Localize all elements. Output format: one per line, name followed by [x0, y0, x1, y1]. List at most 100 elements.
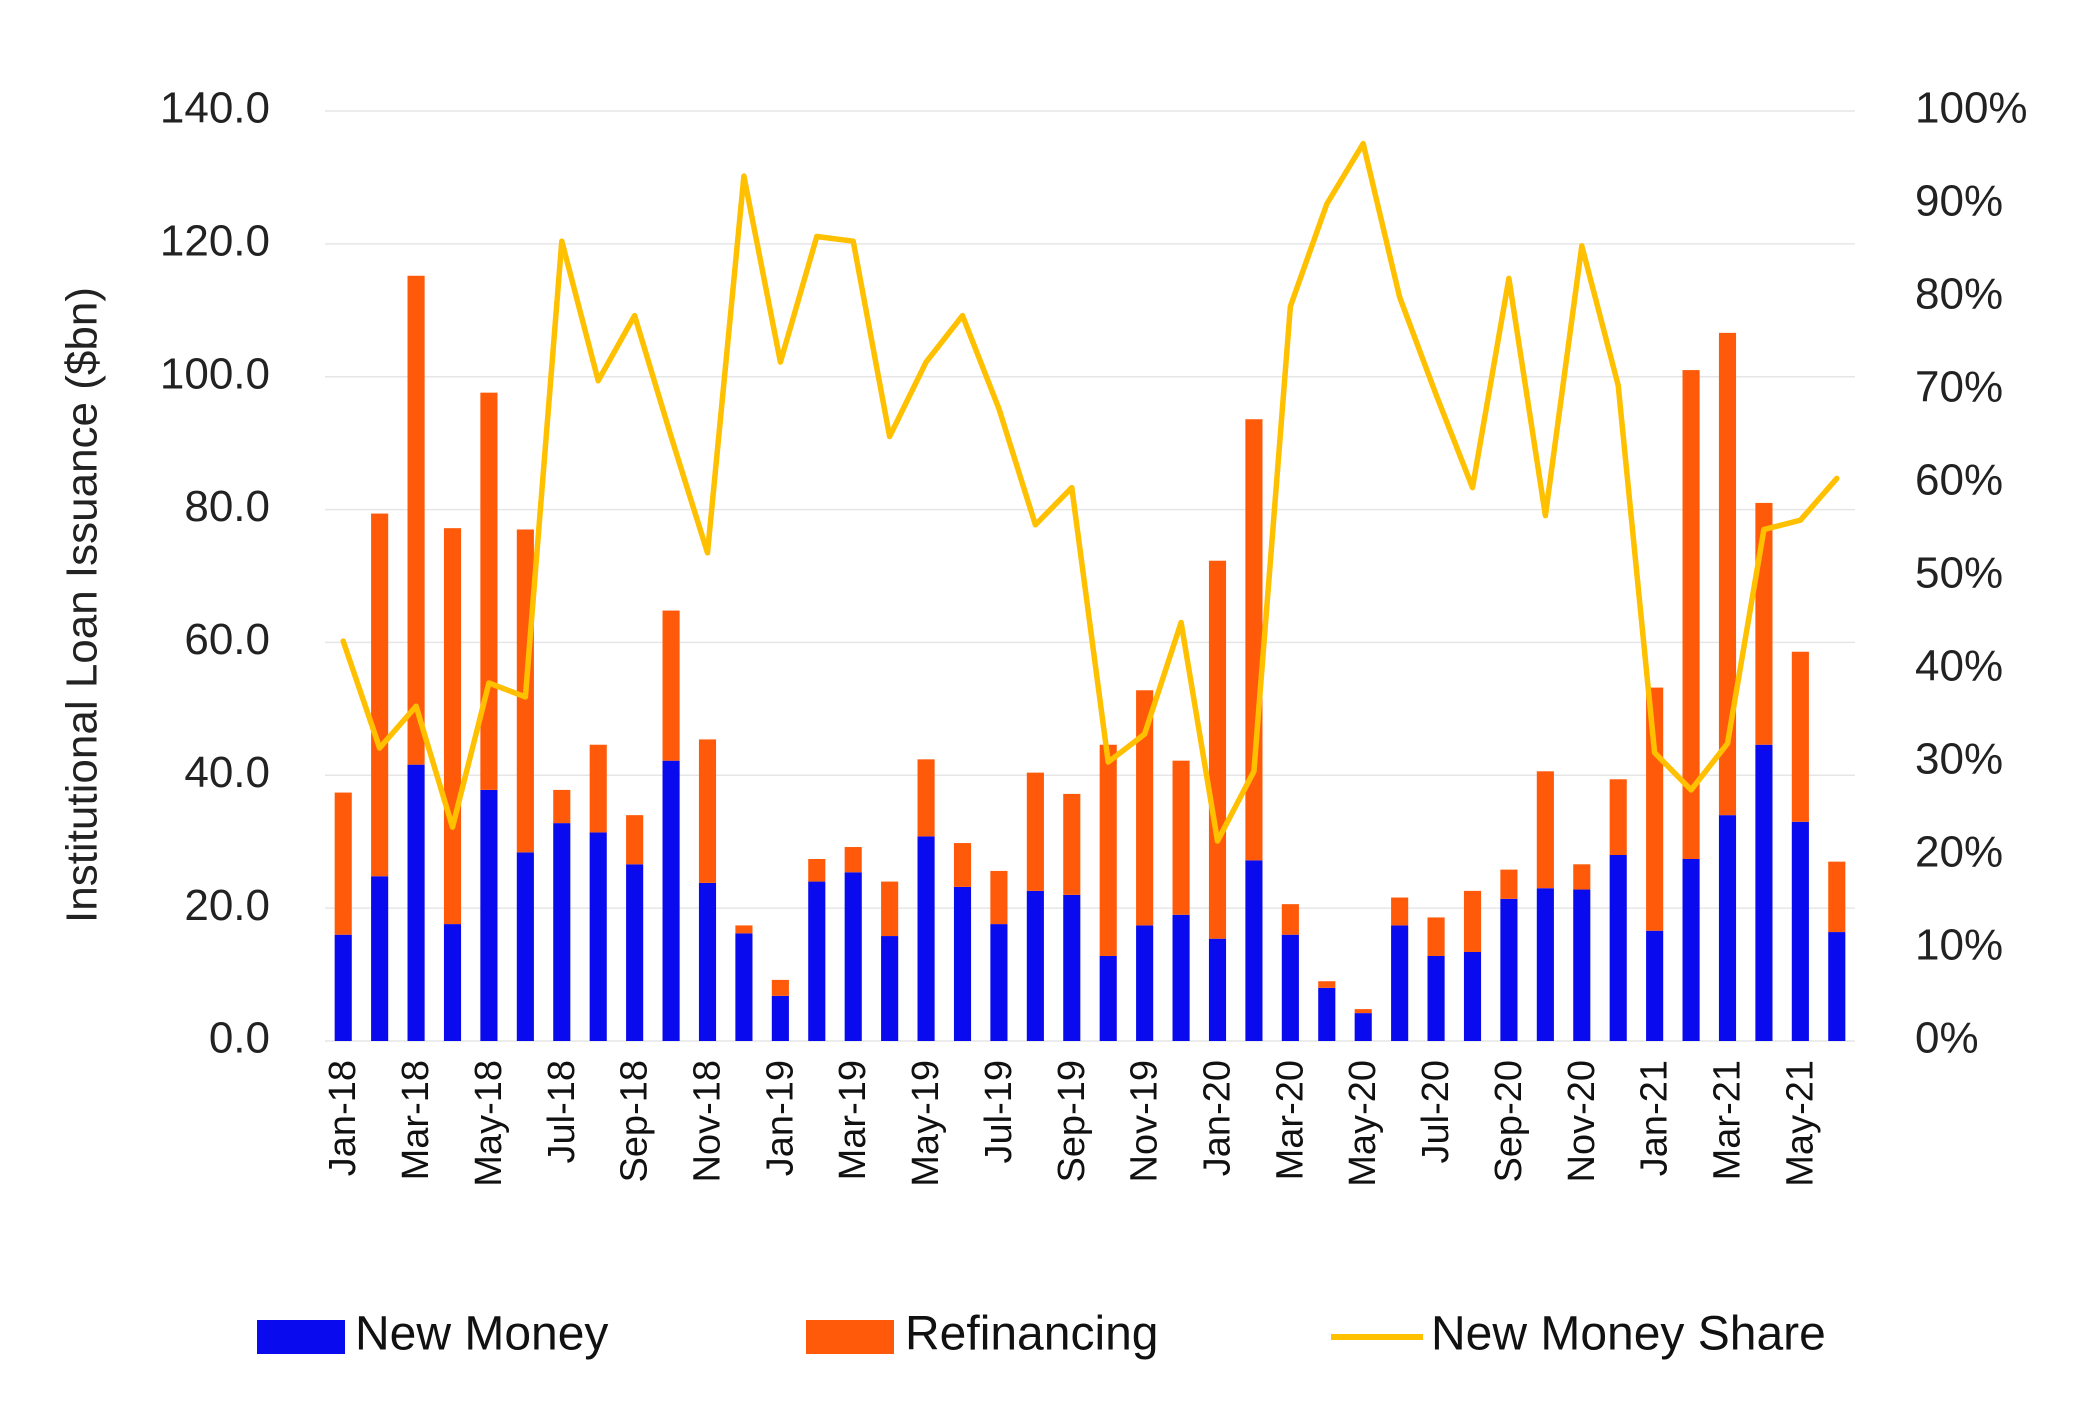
right-y-tick-label: 0% — [1915, 1014, 1979, 1063]
bar-refinancing — [334, 792, 352, 935]
x-axis: Jan-18 Mar-18 May-18 Jul-18 Sep-18 Nov-18 Jan-… — [322, 1060, 1821, 1187]
bar-refinancing — [443, 528, 462, 925]
right-y-tick-label: 70% — [1915, 363, 2003, 412]
bar-new-money — [1463, 951, 1482, 1041]
left-y-tick-label: 20.0 — [184, 881, 270, 930]
new-money-share-line — [340, 140, 1840, 844]
bar-new-money — [1682, 858, 1700, 1041]
left-y-tick-label: 100.0 — [160, 349, 270, 398]
right-y-tick-label: 20% — [1915, 828, 2003, 877]
bar-new-money — [516, 852, 534, 1041]
x-tick-label: Jul-20 — [1415, 1060, 1457, 1164]
left-y-tick-label: 0.0 — [209, 1014, 270, 1063]
x-tick-label: Nov-20 — [1561, 1060, 1603, 1183]
legend-label: New Money Share — [1431, 1308, 1826, 1361]
bar-new-money — [443, 924, 462, 1041]
bar-new-money — [1427, 955, 1445, 1041]
right-y-tick-label: 50% — [1915, 549, 2003, 598]
right-y-tick-label: 60% — [1915, 456, 2003, 505]
bar-new-money — [480, 789, 498, 1041]
right-y-tick-label: 10% — [1915, 921, 2003, 970]
legend-swatch — [806, 1320, 894, 1354]
bar-new-money — [1281, 934, 1299, 1041]
bar-refinancing — [1828, 861, 1846, 933]
legend-label: Refinancing — [905, 1308, 1159, 1361]
right-y-tick-label: 40% — [1915, 642, 2003, 691]
legend: New Money Refinancing New Money Share — [257, 1308, 1826, 1361]
bar-new-money — [1500, 898, 1518, 1041]
bar-new-money — [1646, 930, 1664, 1041]
bar-refinancing — [1245, 419, 1263, 861]
bar-new-money — [1136, 925, 1154, 1041]
bar-refinancing — [990, 870, 1008, 925]
bar-new-money — [917, 836, 935, 1041]
bar-new-money — [334, 934, 352, 1041]
bar-refinancing — [553, 789, 571, 824]
right-y-axis: 0% 10% 20% 30% 40% 50% 60% 70% 80% 90% 100% — [1915, 84, 2028, 1063]
bar-refinancing — [917, 759, 935, 837]
left-y-tick-label: 40.0 — [184, 748, 270, 797]
bar-new-money — [990, 924, 1008, 1041]
bars — [334, 275, 1846, 1041]
right-y-tick-label: 100% — [1915, 84, 2028, 133]
bar-new-money — [662, 760, 680, 1041]
x-tick-label: Jan-21 — [1634, 1060, 1676, 1176]
left-y-tick-label: 140.0 — [160, 84, 270, 133]
bar-new-money — [1354, 1013, 1372, 1041]
x-tick-label: Sep-19 — [1051, 1060, 1093, 1183]
bar-refinancing — [1500, 869, 1518, 899]
bar-refinancing — [1354, 1009, 1372, 1014]
bar-new-money — [771, 995, 789, 1041]
x-tick-label: Jan-20 — [1197, 1060, 1239, 1176]
x-tick-label: Nov-18 — [687, 1060, 729, 1183]
bar-refinancing — [1427, 917, 1445, 956]
bar-refinancing — [480, 392, 498, 790]
right-y-tick-label: 30% — [1915, 735, 2003, 784]
legend-swatch — [257, 1320, 345, 1354]
left-y-tick-label: 60.0 — [184, 615, 270, 664]
bar-new-money — [1063, 894, 1081, 1041]
bar-new-money — [407, 764, 425, 1041]
bar-new-money — [1828, 932, 1846, 1041]
x-tick-label: May-21 — [1779, 1060, 1821, 1187]
bar-new-money — [1755, 744, 1773, 1041]
y-axis-title: Institutional Loan Issuance ($bn) — [58, 287, 107, 923]
bar-refinancing — [1172, 760, 1190, 915]
left-y-axis: 0.0 20.0 40.0 60.0 80.0 100.0 120.0 140.0 — [160, 84, 270, 1063]
x-tick-label: Mar-21 — [1707, 1060, 1749, 1180]
left-y-tick-label: 80.0 — [184, 482, 270, 531]
x-tick-label: May-19 — [905, 1060, 947, 1187]
legend-label: New Money — [355, 1308, 608, 1361]
bar-new-money — [1099, 955, 1117, 1041]
bar-new-money — [953, 886, 972, 1041]
x-tick-label: Jan-19 — [759, 1060, 801, 1176]
x-tick-label: Mar-19 — [832, 1060, 874, 1180]
bar-refinancing — [808, 858, 826, 882]
bar-new-money — [1026, 890, 1044, 1041]
x-tick-label: Mar-18 — [395, 1060, 437, 1180]
bar-refinancing — [1463, 890, 1482, 952]
bar-new-money — [881, 936, 899, 1041]
x-tick-label: Jul-19 — [978, 1060, 1020, 1164]
bar-new-money — [1208, 938, 1227, 1041]
bar-refinancing — [1136, 690, 1154, 926]
bar-new-money — [844, 872, 862, 1041]
x-tick-label: Sep-18 — [614, 1060, 656, 1183]
bar-refinancing — [1718, 332, 1737, 816]
x-tick-label: Sep-20 — [1488, 1060, 1530, 1183]
bar-refinancing — [371, 513, 389, 877]
bar-refinancing — [735, 925, 753, 934]
bar-new-money — [1791, 821, 1809, 1041]
bar-refinancing — [1281, 904, 1299, 935]
x-tick-label: Jan-18 — [322, 1060, 364, 1176]
bar-refinancing — [662, 610, 680, 761]
bar-refinancing — [1391, 897, 1409, 926]
gridlines — [325, 110, 1855, 1042]
x-tick-label: May-18 — [468, 1060, 510, 1187]
bar-refinancing — [1063, 793, 1081, 895]
bar-refinancing — [1099, 744, 1117, 956]
right-y-tick-label: 90% — [1915, 177, 2003, 226]
share-line — [340, 140, 1840, 844]
x-tick-label: May-20 — [1342, 1060, 1384, 1187]
